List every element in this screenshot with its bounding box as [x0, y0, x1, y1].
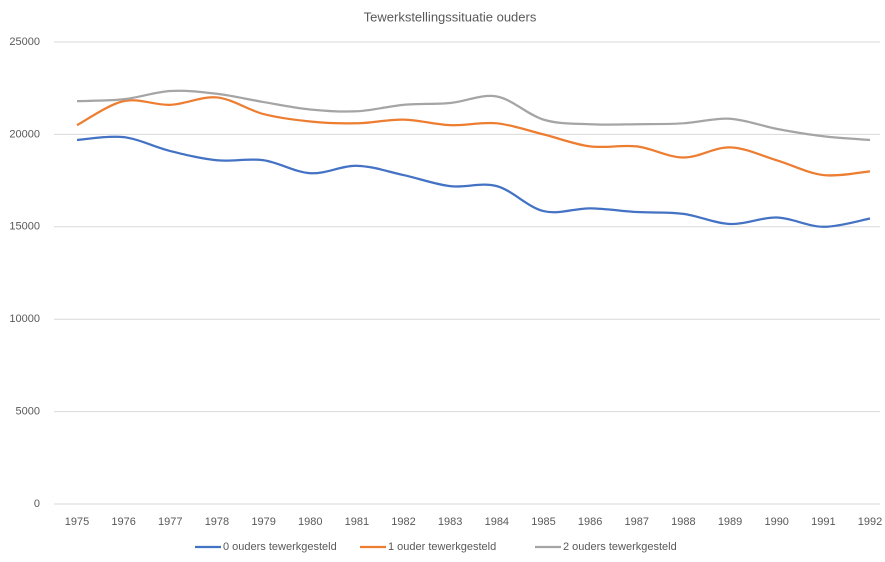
x-tick-label: 1992	[858, 516, 882, 528]
series-line	[76, 135, 871, 228]
y-tick-label: 20000	[9, 128, 40, 140]
x-tick-label: 1984	[485, 516, 509, 528]
y-tick-label: 5000	[16, 406, 40, 418]
x-tick-label: 1983	[438, 516, 462, 528]
x-tick-label: 1990	[764, 516, 788, 528]
legend-label: 1 ouder tewerkgesteld	[388, 541, 496, 553]
legend-label: 0 ouders tewerkgesteld	[223, 541, 337, 553]
x-tick-label: 1977	[158, 516, 182, 528]
x-tick-label: 1979	[251, 516, 275, 528]
legend-label: 2 ouders tewerkgesteld	[563, 541, 677, 553]
y-tick-label: 0	[34, 498, 40, 510]
x-tick-label: 1980	[298, 516, 322, 528]
x-tick-label: 1985	[531, 516, 555, 528]
x-tick-label: 1987	[625, 516, 649, 528]
x-tick-label: 1991	[811, 516, 835, 528]
x-tick-label: 1982	[391, 516, 415, 528]
y-tick-label: 10000	[9, 313, 40, 325]
y-tick-label: 15000	[9, 221, 40, 233]
x-tick-label: 1981	[345, 516, 369, 528]
x-tick-label: 1978	[205, 516, 229, 528]
y-tick-label: 25000	[9, 36, 40, 48]
x-tick-label: 1988	[671, 516, 695, 528]
x-tick-label: 1976	[111, 516, 135, 528]
series-line	[76, 89, 871, 142]
chart-title: Tewerkstellingssituatie ouders	[364, 9, 537, 24]
x-tick-label: 1986	[578, 516, 602, 528]
x-tick-label: 1975	[65, 516, 89, 528]
x-tick-label: 1989	[718, 516, 742, 528]
series-line	[76, 96, 871, 177]
